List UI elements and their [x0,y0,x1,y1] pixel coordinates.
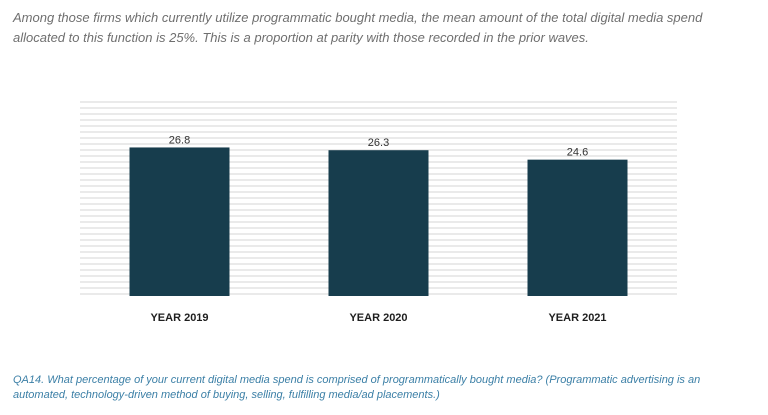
bar-1 [129,147,230,296]
question-footnote: QA14. What percentage of your current di… [13,373,763,403]
bars [129,147,628,296]
bar-value-label-3: 24.6 [567,147,588,159]
footnote-line-1: QA14. What percentage of your current di… [13,374,701,386]
bar-2 [328,150,429,296]
data-labels: 26.8 26.3 24.6 [169,134,588,158]
bar-value-label-1: 26.8 [169,134,190,146]
intro-line-1: Among those firms which currently utiliz… [13,10,703,25]
category-label-1: YEAR 2019 [150,312,208,324]
intro-line-2: allocated to this function is 25%. This … [13,30,589,45]
intro-text: Among those firms which currently utiliz… [13,8,758,48]
bar-value-label-2: 26.3 [368,137,389,149]
category-label-2: YEAR 2020 [349,312,407,324]
category-label-3: YEAR 2021 [548,312,606,324]
footnote-line-2: automated, technology-driven method of b… [13,389,440,401]
bar-3 [527,159,628,296]
category-labels: YEAR 2019 YEAR 2020 YEAR 2021 [150,312,606,324]
